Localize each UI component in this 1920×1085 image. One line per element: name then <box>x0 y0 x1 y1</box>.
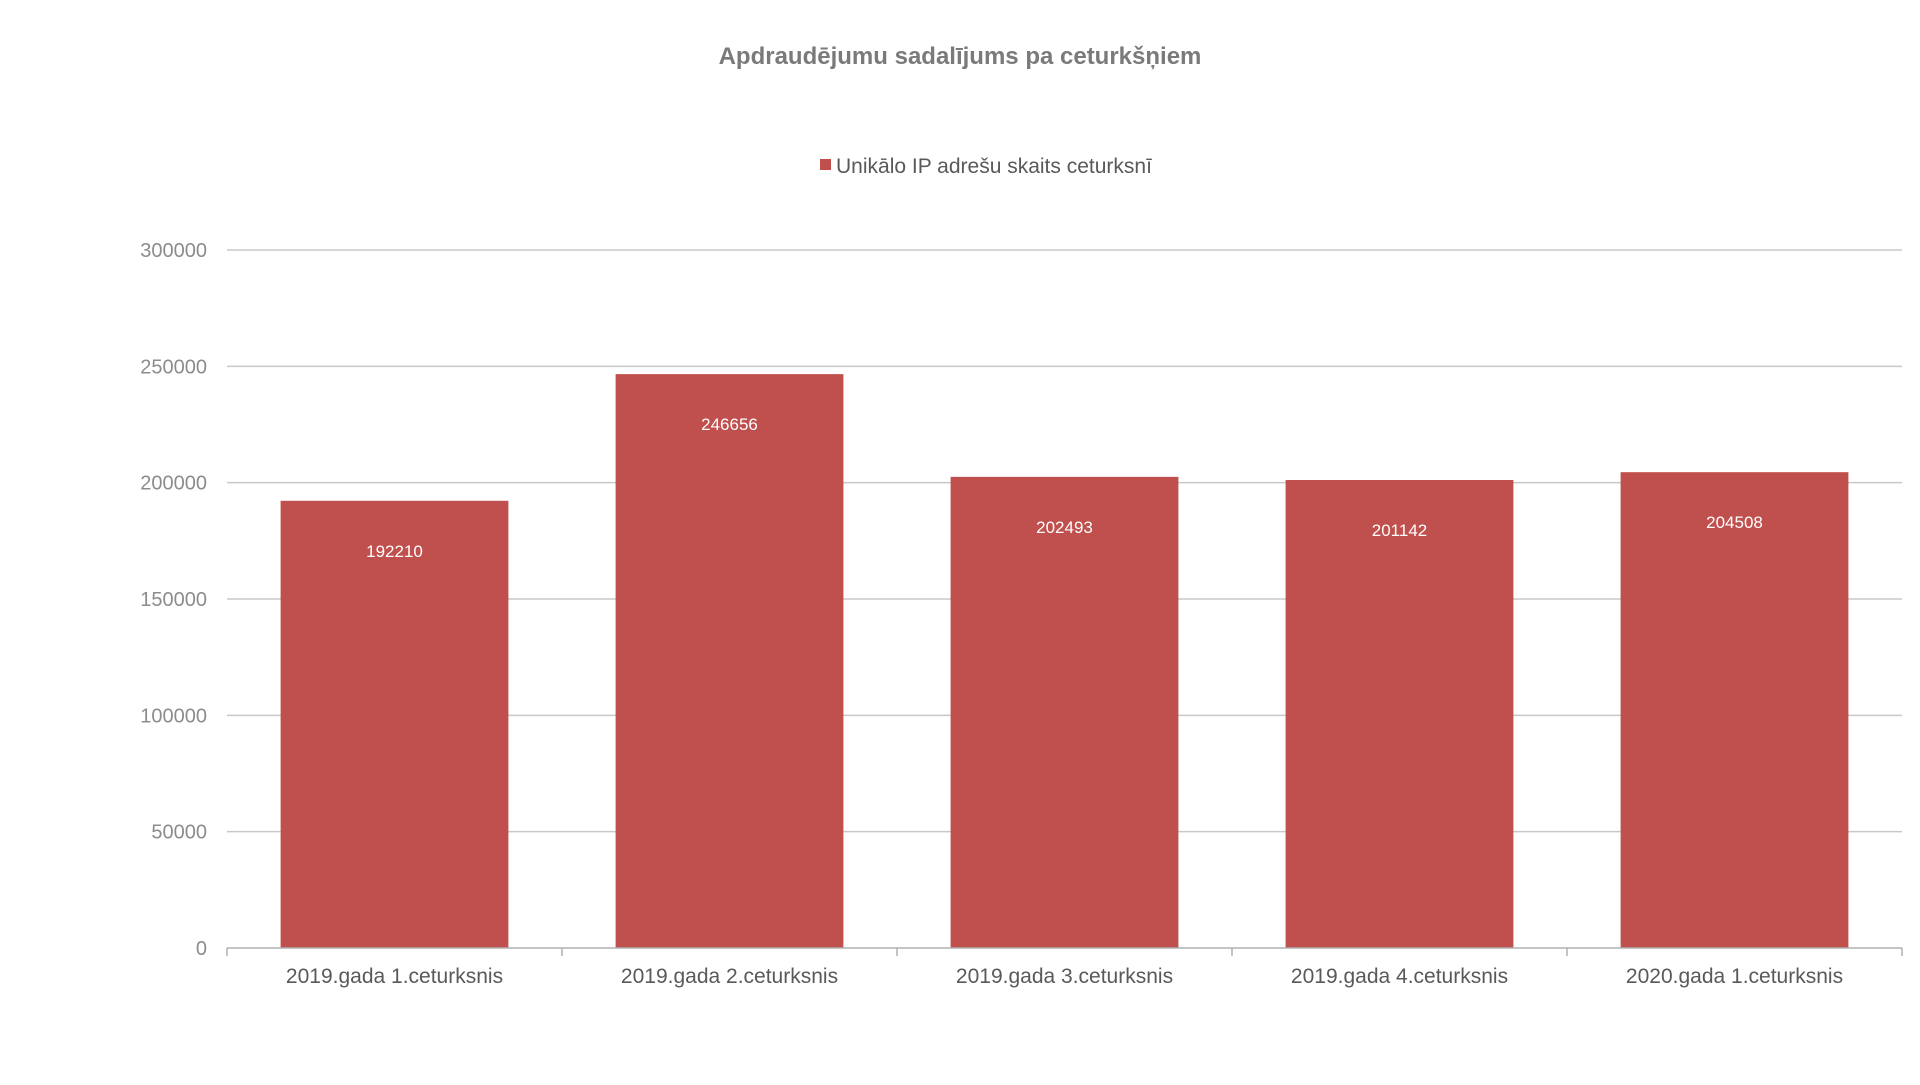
data-labels: 192210 246656 202493 201142 204508 <box>366 415 1763 561</box>
x-tick-label: 2020.gada 1.ceturksnis <box>1626 965 1843 988</box>
y-tick-label: 150000 <box>140 589 207 611</box>
bar <box>615 374 844 948</box>
bar <box>280 500 509 948</box>
x-axis-tick-labels: 2019.gada 1.ceturksnis 2019.gada 2.ceturk… <box>286 965 1843 988</box>
chart-title: Apdraudējumu sadalījums pa ceturkšņiem <box>719 43 1202 70</box>
y-tick-label: 200000 <box>140 473 207 495</box>
bars <box>280 374 1849 948</box>
data-label: 202493 <box>1036 518 1093 537</box>
data-label: 201142 <box>1372 521 1427 540</box>
x-axis-ticks <box>226 948 1903 956</box>
data-label: 246656 <box>701 415 758 434</box>
y-tick-label: 300000 <box>140 240 207 262</box>
x-tick-label: 2019.gada 3.ceturksnis <box>956 965 1173 988</box>
bar <box>1285 480 1514 948</box>
x-tick-label: 2019.gada 2.ceturksnis <box>621 965 838 988</box>
bar <box>1620 472 1849 948</box>
y-tick-label: 50000 <box>151 822 207 844</box>
legend-label: Unikālo IP adrešu skaits ceturksnī <box>836 155 1152 178</box>
data-label: 192210 <box>366 542 423 561</box>
y-tick-label: 0 <box>196 938 207 960</box>
y-tick-label: 250000 <box>140 356 207 378</box>
data-label: 204508 <box>1706 513 1763 532</box>
legend-swatch <box>820 159 831 170</box>
bar <box>950 476 1179 948</box>
x-tick-label: 2019.gada 4.ceturksnis <box>1291 965 1508 988</box>
legend: Unikālo IP adrešu skaits ceturksnī <box>820 155 1152 178</box>
y-tick-label: 100000 <box>140 705 207 727</box>
y-axis-tick-labels: 0 50000 100000 150000 200000 250000 300000 <box>140 240 207 960</box>
x-tick-label: 2019.gada 1.ceturksnis <box>286 965 503 988</box>
